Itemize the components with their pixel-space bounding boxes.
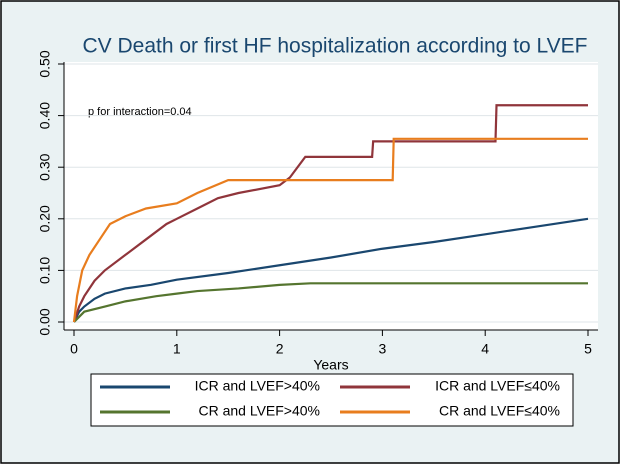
x-tick-label: 4 — [481, 341, 489, 357]
legend-label: CR and LVEF>40% — [198, 403, 320, 419]
legend-label: ICR and LVEF>40% — [195, 378, 320, 394]
x-tick-label: 3 — [379, 341, 387, 357]
y-tick-label: 0.20 — [37, 205, 53, 232]
x-tick-label: 0 — [70, 341, 78, 357]
x-tick-label: 5 — [584, 341, 592, 357]
series-line — [73, 282, 588, 323]
y-tick-label: 0.10 — [37, 257, 53, 284]
legend-label: ICR and LVEF≤40% — [435, 378, 560, 394]
plot-area — [64, 62, 598, 330]
annotation: p for interaction=0.04 — [88, 106, 192, 118]
series-line — [72, 137, 588, 323]
x-tick-label: 1 — [173, 341, 181, 357]
y-tick-label: 0.00 — [37, 308, 53, 335]
y-tick-label: 0.40 — [37, 102, 53, 129]
series-line — [73, 217, 589, 323]
series-line — [72, 104, 588, 323]
y-tick-label: 0.50 — [37, 50, 53, 77]
legend-label: CR and LVEF≤40% — [439, 403, 560, 419]
x-tick-label: 2 — [276, 341, 284, 357]
y-tick-label: 0.30 — [37, 153, 53, 180]
x-axis-label: Years — [313, 357, 348, 373]
chart-title: CV Death or first HF hospitalization acc… — [83, 35, 588, 58]
legend — [90, 373, 574, 427]
